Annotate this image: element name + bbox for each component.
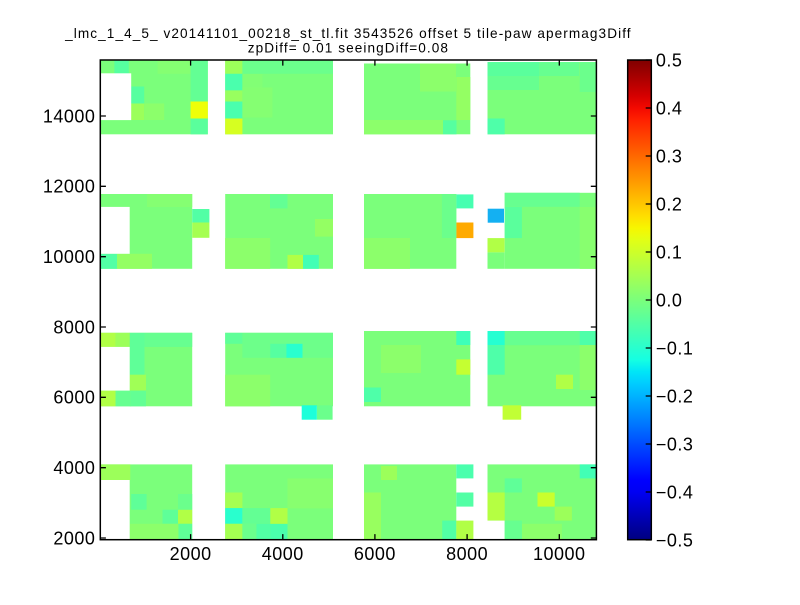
svg-text:_lmc_1_4_5_ v20141101_00218_st: _lmc_1_4_5_ v20141101_00218_st_tl.fit 35… — [64, 26, 632, 41]
svg-text:−0.3: −0.3 — [656, 434, 694, 454]
svg-text:−0.1: −0.1 — [656, 338, 694, 358]
svg-text:4000: 4000 — [262, 544, 304, 564]
svg-text:0.4: 0.4 — [656, 98, 683, 118]
svg-text:0.2: 0.2 — [656, 194, 683, 214]
svg-text:−0.4: −0.4 — [656, 482, 694, 502]
svg-text:0.3: 0.3 — [656, 146, 683, 166]
svg-text:−0.2: −0.2 — [656, 386, 694, 406]
svg-text:0.1: 0.1 — [656, 242, 683, 262]
svg-text:2000: 2000 — [53, 528, 95, 548]
svg-text:6000: 6000 — [53, 388, 95, 408]
svg-text:10000: 10000 — [43, 247, 96, 267]
svg-text:zpDiff= 0.01 seeingDiff=0.08: zpDiff= 0.01 seeingDiff=0.08 — [248, 41, 449, 56]
svg-text:8000: 8000 — [53, 317, 95, 337]
svg-text:2000: 2000 — [170, 544, 212, 564]
svg-text:−0.5: −0.5 — [656, 530, 694, 550]
svg-text:8000: 8000 — [446, 544, 488, 564]
svg-text:12000: 12000 — [43, 177, 96, 197]
svg-text:6000: 6000 — [354, 544, 396, 564]
svg-text:0.0: 0.0 — [656, 290, 683, 310]
svg-text:0.5: 0.5 — [656, 50, 683, 70]
svg-text:4000: 4000 — [53, 458, 95, 478]
svg-text:14000: 14000 — [43, 106, 96, 126]
svg-text:10000: 10000 — [533, 544, 586, 564]
